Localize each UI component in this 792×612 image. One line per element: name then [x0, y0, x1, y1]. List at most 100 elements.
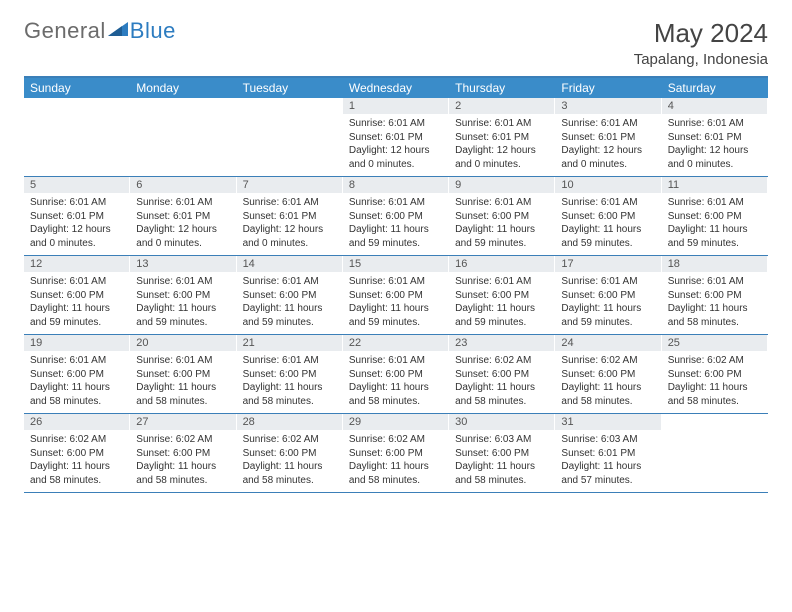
sunrise-text: Sunrise: 6:01 AM — [136, 275, 229, 289]
day-body: Sunrise: 6:01 AMSunset: 6:01 PMDaylight:… — [130, 193, 235, 254]
daylight-text: Daylight: 12 hours and 0 minutes. — [668, 144, 761, 171]
sunset-text: Sunset: 6:01 PM — [243, 210, 336, 224]
week-row: 26Sunrise: 6:02 AMSunset: 6:00 PMDayligh… — [24, 414, 768, 493]
sunrise-text: Sunrise: 6:01 AM — [30, 196, 123, 210]
day-number: 19 — [24, 335, 129, 351]
title-block: May 2024 Tapalang, Indonesia — [634, 18, 768, 68]
day-cell: 31Sunrise: 6:03 AMSunset: 6:01 PMDayligh… — [555, 414, 661, 492]
day-number: 13 — [130, 256, 235, 272]
sunset-text: Sunset: 6:01 PM — [668, 131, 761, 145]
sunrise-text: Sunrise: 6:01 AM — [136, 354, 229, 368]
day-body: Sunrise: 6:02 AMSunset: 6:00 PMDaylight:… — [662, 351, 767, 412]
day-body: Sunrise: 6:03 AMSunset: 6:00 PMDaylight:… — [449, 430, 554, 491]
daylight-text: Daylight: 12 hours and 0 minutes. — [349, 144, 442, 171]
sunset-text: Sunset: 6:01 PM — [349, 131, 442, 145]
day-number: 25 — [662, 335, 767, 351]
dayhead-sunday: Sunday — [24, 78, 130, 98]
logo-triangle-icon — [108, 18, 128, 44]
sunrise-text: Sunrise: 6:01 AM — [30, 275, 123, 289]
location: Tapalang, Indonesia — [634, 51, 768, 68]
day-cell: 18Sunrise: 6:01 AMSunset: 6:00 PMDayligh… — [662, 256, 768, 334]
sunset-text: Sunset: 6:00 PM — [243, 368, 336, 382]
day-cell: 25Sunrise: 6:02 AMSunset: 6:00 PMDayligh… — [662, 335, 768, 413]
day-cell — [237, 98, 343, 176]
day-body: Sunrise: 6:02 AMSunset: 6:00 PMDaylight:… — [237, 430, 342, 491]
sunrise-text: Sunrise: 6:01 AM — [349, 196, 442, 210]
day-number: 6 — [130, 177, 235, 193]
day-cell: 28Sunrise: 6:02 AMSunset: 6:00 PMDayligh… — [237, 414, 343, 492]
day-number: 10 — [555, 177, 660, 193]
sunrise-text: Sunrise: 6:01 AM — [349, 117, 442, 131]
daylight-text: Daylight: 11 hours and 58 minutes. — [455, 460, 548, 487]
day-cell: 7Sunrise: 6:01 AMSunset: 6:01 PMDaylight… — [237, 177, 343, 255]
sunrise-text: Sunrise: 6:01 AM — [668, 117, 761, 131]
sunrise-text: Sunrise: 6:02 AM — [243, 433, 336, 447]
day-number: 7 — [237, 177, 342, 193]
sunset-text: Sunset: 6:01 PM — [561, 447, 654, 461]
sunrise-text: Sunrise: 6:02 AM — [30, 433, 123, 447]
sunset-text: Sunset: 6:00 PM — [455, 289, 548, 303]
day-body: Sunrise: 6:01 AMSunset: 6:00 PMDaylight:… — [555, 193, 660, 254]
sunset-text: Sunset: 6:01 PM — [561, 131, 654, 145]
day-cell: 1 Sunrise: 6:01 AMSunset: 6:01 PMDaylight… — [343, 98, 449, 176]
day-number: 8 — [343, 177, 448, 193]
sunset-text: Sunset: 6:00 PM — [668, 368, 761, 382]
daylight-text: Daylight: 11 hours and 58 minutes. — [668, 302, 761, 329]
daylight-text: Daylight: 11 hours and 58 minutes. — [349, 460, 442, 487]
day-body: Sunrise: 6:01 AMSunset: 6:01 PMDaylight:… — [237, 193, 342, 254]
sunrise-text: Sunrise: 6:01 AM — [561, 275, 654, 289]
daylight-text: Daylight: 12 hours and 0 minutes. — [243, 223, 336, 250]
day-body: Sunrise: 6:01 AMSunset: 6:00 PMDaylight:… — [237, 272, 342, 333]
day-cell: 23Sunrise: 6:02 AMSunset: 6:00 PMDayligh… — [449, 335, 555, 413]
daylight-text: Daylight: 11 hours and 58 minutes. — [668, 381, 761, 408]
day-number: 26 — [24, 414, 129, 430]
daylight-text: Daylight: 11 hours and 58 minutes. — [136, 381, 229, 408]
sunrise-text: Sunrise: 6:03 AM — [561, 433, 654, 447]
day-cell: 17Sunrise: 6:01 AMSunset: 6:00 PMDayligh… — [555, 256, 661, 334]
day-number: 22 — [343, 335, 448, 351]
day-cell: 22Sunrise: 6:01 AMSunset: 6:00 PMDayligh… — [343, 335, 449, 413]
calendar-page: General Blue May 2024 Tapalang, Indonesi… — [0, 0, 792, 511]
daylight-text: Daylight: 12 hours and 0 minutes. — [561, 144, 654, 171]
day-body: Sunrise: 6:03 AMSunset: 6:01 PMDaylight:… — [555, 430, 660, 491]
day-number: 11 — [662, 177, 767, 193]
day-number: 15 — [343, 256, 448, 272]
day-number: 4 — [662, 98, 767, 114]
day-body: Sunrise: 6:01 AMSunset: 6:01 PMDaylight:… — [555, 114, 660, 175]
day-body: Sunrise: 6:02 AMSunset: 6:00 PMDaylight:… — [343, 430, 448, 491]
sunrise-text: Sunrise: 6:01 AM — [455, 117, 548, 131]
daylight-text: Daylight: 12 hours and 0 minutes. — [136, 223, 229, 250]
daylight-text: Daylight: 11 hours and 58 minutes. — [243, 381, 336, 408]
day-number: 28 — [237, 414, 342, 430]
sunset-text: Sunset: 6:01 PM — [455, 131, 548, 145]
sunset-text: Sunset: 6:00 PM — [668, 210, 761, 224]
day-body: Sunrise: 6:01 AMSunset: 6:00 PMDaylight:… — [343, 351, 448, 412]
day-cell: 16Sunrise: 6:01 AMSunset: 6:00 PMDayligh… — [449, 256, 555, 334]
day-number: 3 — [555, 98, 660, 114]
day-cell: 29Sunrise: 6:02 AMSunset: 6:00 PMDayligh… — [343, 414, 449, 492]
day-number: 27 — [130, 414, 235, 430]
header: General Blue May 2024 Tapalang, Indonesi… — [24, 18, 768, 68]
daylight-text: Daylight: 11 hours and 59 minutes. — [349, 223, 442, 250]
day-cell: 8Sunrise: 6:01 AMSunset: 6:00 PMDaylight… — [343, 177, 449, 255]
sunrise-text: Sunrise: 6:01 AM — [243, 196, 336, 210]
day-number: 14 — [237, 256, 342, 272]
sunrise-text: Sunrise: 6:01 AM — [455, 275, 548, 289]
day-cell: 20Sunrise: 6:01 AMSunset: 6:00 PMDayligh… — [130, 335, 236, 413]
day-body: Sunrise: 6:01 AMSunset: 6:00 PMDaylight:… — [24, 351, 129, 412]
logo-text-1: General — [24, 18, 106, 44]
day-cell: 14Sunrise: 6:01 AMSunset: 6:00 PMDayligh… — [237, 256, 343, 334]
day-cell: 27Sunrise: 6:02 AMSunset: 6:00 PMDayligh… — [130, 414, 236, 492]
day-cell: 13Sunrise: 6:01 AMSunset: 6:00 PMDayligh… — [130, 256, 236, 334]
day-body: Sunrise: 6:01 AMSunset: 6:00 PMDaylight:… — [343, 193, 448, 254]
day-number: 1 — [343, 98, 448, 114]
day-body: Sunrise: 6:01 AMSunset: 6:00 PMDaylight:… — [130, 351, 235, 412]
sunset-text: Sunset: 6:00 PM — [668, 289, 761, 303]
sunrise-text: Sunrise: 6:01 AM — [349, 354, 442, 368]
day-number: 12 — [24, 256, 129, 272]
week-row: 5Sunrise: 6:01 AMSunset: 6:01 PMDaylight… — [24, 177, 768, 256]
sunset-text: Sunset: 6:00 PM — [30, 289, 123, 303]
day-number: 18 — [662, 256, 767, 272]
sunset-text: Sunset: 6:00 PM — [136, 289, 229, 303]
sunset-text: Sunset: 6:00 PM — [30, 447, 123, 461]
